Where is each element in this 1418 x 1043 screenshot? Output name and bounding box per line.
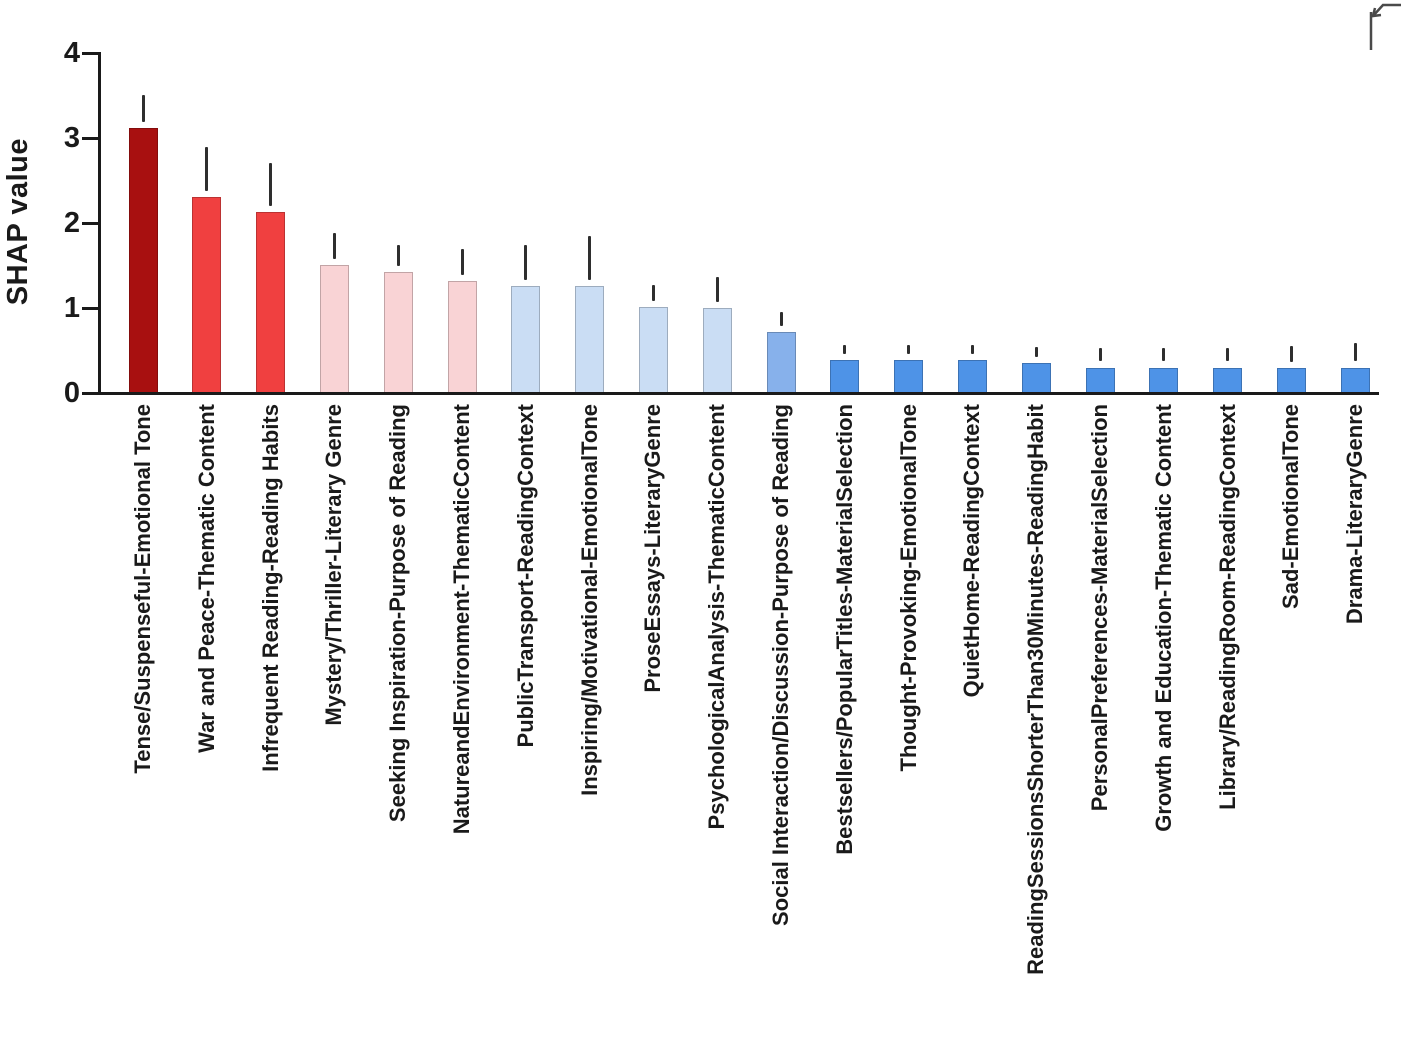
- y-tick-label: 2: [63, 207, 80, 239]
- error-whisker: [396, 245, 400, 267]
- error-whisker: [843, 345, 847, 354]
- bar: [192, 196, 222, 394]
- error-whisker: [1353, 342, 1357, 362]
- return-left-arrow-icon: [1369, 3, 1401, 50]
- x-category-label: PersonalPreferences-MaterialSelection: [1087, 404, 1112, 812]
- bar: [383, 272, 413, 394]
- y-tick-mark: [82, 306, 99, 310]
- error-whisker: [332, 233, 336, 259]
- error-whisker: [779, 312, 783, 326]
- y-tick-mark: [82, 221, 99, 225]
- x-axis-line: [98, 392, 1379, 395]
- x-category-label: Seeking Inspiration-Purpose of Reading: [385, 404, 411, 823]
- error-whisker: [1098, 347, 1102, 362]
- x-category-label: PsychologicalAnalysis-ThematicContent: [704, 404, 730, 830]
- bar: [447, 280, 477, 394]
- error-whisker: [269, 162, 273, 206]
- error-whisker: [715, 277, 719, 302]
- x-category-label: Bestsellers/PopularTitles-MaterialSelect…: [831, 404, 857, 855]
- x-category-label: Infrequent Reading-Reading Habits: [257, 404, 283, 772]
- x-category-label: Inspiring/Motivational-EmotionalTone: [576, 404, 602, 796]
- error-whisker: [970, 345, 974, 354]
- y-tick-label: 0: [63, 377, 80, 409]
- x-category-label: ReadingSessionsShorterThan30Minutes-Read…: [1023, 404, 1049, 975]
- bar: [1021, 363, 1051, 394]
- x-category-label: Tense/Suspenseful-Emotional Tone: [130, 404, 155, 774]
- x-category-label: QuietHome-ReadingContext: [959, 404, 985, 698]
- error-whisker: [1034, 347, 1038, 358]
- error-whisker: [1289, 346, 1293, 362]
- bar: [575, 285, 605, 394]
- bar: [766, 331, 796, 394]
- bar: [1213, 367, 1243, 394]
- bar: [1340, 367, 1370, 394]
- x-category-label: War and Peace-Thematic Content: [193, 404, 219, 753]
- x-category-label: Growth and Education-Thematic Content: [1150, 404, 1176, 832]
- y-tick-mark: [82, 51, 99, 55]
- bar: [894, 359, 924, 394]
- error-whisker: [1162, 347, 1166, 362]
- x-category-label: NatureandEnvironment-ThematicContent: [449, 404, 474, 835]
- y-axis-title: SHAP value: [2, 138, 34, 306]
- x-category-label: ProseEssays-LiteraryGenre: [640, 404, 666, 693]
- x-category-label: Social Interaction/Discussion-Purpose of…: [768, 404, 793, 926]
- bar: [1085, 367, 1115, 394]
- y-axis-line: [98, 52, 101, 395]
- error-whisker: [1226, 347, 1230, 362]
- y-tick-mark: [82, 136, 99, 140]
- y-tick-label: 1: [63, 292, 80, 324]
- bar: [1276, 367, 1306, 394]
- x-category-label: Drama-LiteraryGenre: [1342, 404, 1368, 625]
- error-whisker: [907, 345, 911, 354]
- y-tick-mark: [82, 391, 99, 395]
- error-whisker: [524, 245, 528, 280]
- error-whisker: [141, 94, 145, 122]
- error-whisker: [205, 147, 209, 191]
- x-category-label: Sad-EmotionalTone: [1278, 404, 1304, 609]
- y-tick-label: 4: [63, 37, 80, 69]
- x-category-label: PublicTransport-ReadingContext: [512, 404, 538, 748]
- bar: [702, 308, 732, 394]
- bar: [128, 127, 158, 394]
- y-tick-label: 3: [63, 122, 80, 154]
- error-whisker: [460, 249, 464, 275]
- bar: [638, 307, 668, 394]
- error-whisker: [651, 285, 655, 302]
- bar: [1149, 367, 1179, 394]
- x-category-label: Mystery/Thriller-Literary Genre: [321, 404, 347, 726]
- error-whisker: [588, 235, 592, 280]
- bar: [256, 211, 286, 394]
- bar: [957, 359, 987, 394]
- x-category-label: Library/ReadingRoom-ReadingContext: [1214, 404, 1240, 810]
- x-category-label: Thought-Provoking-EmotionalTone: [895, 404, 921, 772]
- bar: [319, 264, 349, 394]
- bar: [830, 359, 860, 394]
- bar: [511, 285, 541, 394]
